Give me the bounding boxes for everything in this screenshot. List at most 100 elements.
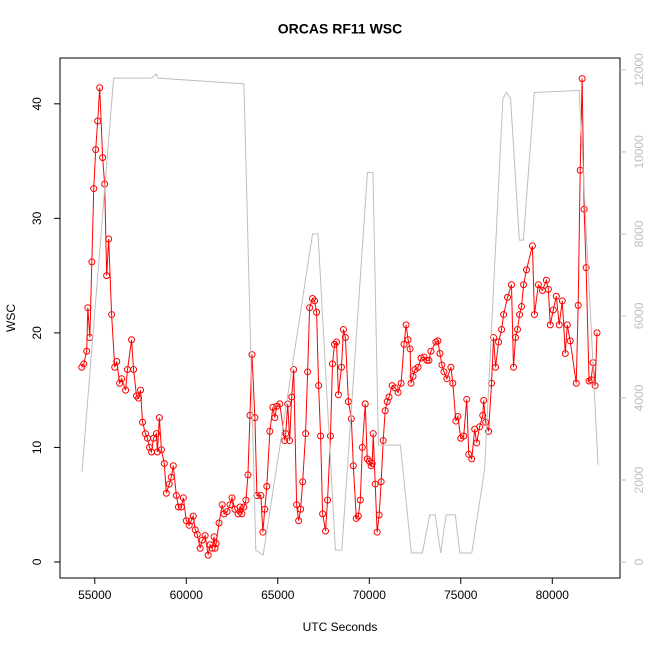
data-point	[80, 360, 88, 368]
data-point	[414, 363, 422, 371]
data-point	[135, 394, 143, 402]
data-point	[196, 544, 204, 552]
data-point	[167, 473, 175, 481]
data-point	[223, 508, 231, 516]
data-point	[172, 492, 180, 500]
data-point	[326, 432, 334, 440]
data-point	[356, 496, 364, 504]
data-point	[116, 379, 124, 387]
data-point	[328, 360, 336, 368]
data-point	[313, 308, 321, 316]
data-point	[580, 205, 588, 213]
data-point	[290, 366, 298, 374]
y2-tick-label: 12000	[632, 53, 646, 87]
data-point	[153, 448, 161, 456]
data-point	[187, 517, 195, 525]
data-point	[211, 544, 219, 552]
data-point	[440, 368, 448, 376]
data-point	[593, 329, 601, 337]
data-point	[208, 544, 216, 552]
data-point	[122, 386, 130, 394]
data-point	[542, 276, 550, 284]
data-point	[438, 361, 446, 369]
data-point	[425, 356, 433, 364]
data-point	[454, 413, 462, 421]
data-point	[284, 400, 292, 408]
data-point	[591, 382, 599, 390]
data-point	[572, 379, 580, 387]
data-point	[341, 333, 349, 341]
data-point	[476, 423, 484, 431]
data-point	[334, 391, 342, 399]
data-point	[193, 530, 201, 538]
data-point	[201, 532, 209, 540]
data-point	[253, 492, 261, 500]
data-point	[210, 533, 218, 541]
data-point	[371, 480, 379, 488]
y2-tick-label: 0	[632, 558, 646, 565]
data-point	[377, 478, 385, 486]
data-point	[228, 494, 236, 502]
data-point	[504, 293, 512, 301]
data-point	[394, 388, 402, 396]
data-point	[113, 358, 121, 366]
data-point	[145, 443, 153, 451]
data-point	[358, 443, 366, 451]
data-point	[324, 496, 332, 504]
data-point	[244, 471, 252, 479]
data-point	[132, 392, 140, 400]
plot-frame	[59, 57, 621, 579]
data-point	[349, 462, 357, 470]
data-point	[319, 510, 327, 518]
data-point	[139, 418, 147, 426]
y-axis-title: WSC	[4, 304, 18, 332]
x-tick-label: 55000	[78, 588, 112, 602]
x-axis-title: UTC Seconds	[303, 620, 378, 634]
data-point	[302, 430, 310, 438]
data-point	[509, 363, 517, 371]
data-point	[306, 304, 314, 312]
data-point	[288, 393, 296, 401]
y2-tick-label: 8000	[632, 220, 646, 247]
data-point	[549, 306, 557, 314]
data-point	[473, 439, 481, 447]
data-point	[269, 403, 277, 411]
data-point	[490, 333, 498, 341]
x-tick-label: 70000	[353, 588, 387, 602]
data-point	[88, 258, 96, 266]
data-point	[578, 75, 586, 83]
data-point	[383, 398, 391, 406]
x-tick-label: 75000	[444, 588, 478, 602]
data-point	[169, 462, 177, 470]
data-point	[385, 393, 393, 401]
data-point	[498, 325, 506, 333]
data-point	[83, 347, 91, 355]
x-tick-label: 65000	[261, 588, 295, 602]
data-point	[295, 517, 303, 525]
data-point	[84, 304, 92, 312]
data-point	[512, 333, 520, 341]
data-point	[337, 363, 345, 371]
data-point	[266, 427, 274, 435]
data-point	[141, 430, 149, 438]
data-point	[282, 430, 290, 438]
data-point	[238, 510, 246, 518]
data-point	[248, 351, 256, 359]
y-tick-label: 10	[30, 440, 44, 454]
data-point	[397, 379, 405, 387]
data-point	[259, 528, 267, 536]
data-point	[463, 395, 471, 403]
data-point	[460, 432, 468, 440]
data-point	[99, 154, 107, 162]
y2-tick-label: 2000	[632, 466, 646, 493]
data-point	[212, 540, 220, 548]
data-point	[544, 285, 552, 293]
data-point	[352, 514, 360, 522]
y2-tick-label: 4000	[632, 384, 646, 411]
data-point	[155, 414, 163, 422]
data-point	[522, 266, 530, 274]
data-point	[354, 512, 362, 520]
data-point	[482, 418, 490, 426]
chart-title: ORCAS RF11 WSC	[278, 21, 402, 37]
